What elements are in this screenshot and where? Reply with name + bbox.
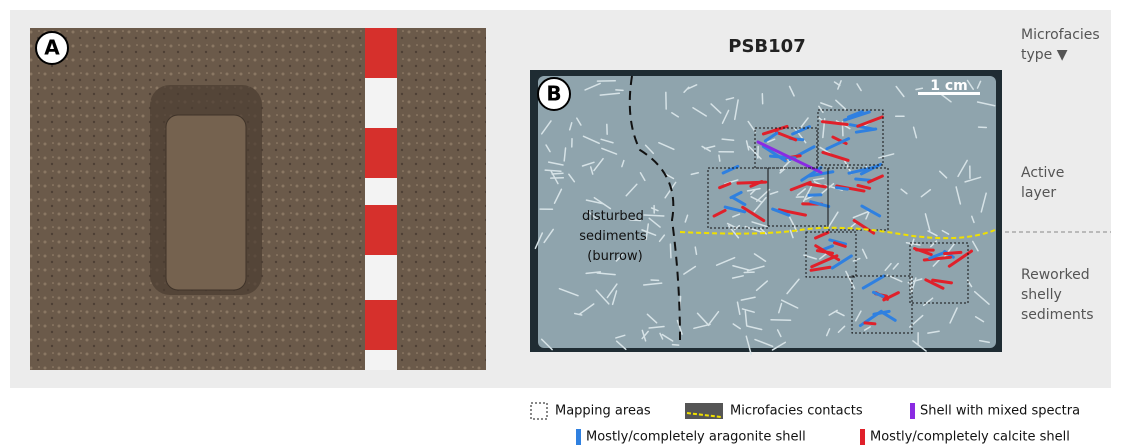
label-line: shelly: [1021, 287, 1062, 303]
label-line: (burrow): [587, 249, 642, 264]
shell-fragment: [719, 155, 720, 161]
legend-label: Microfacies contacts: [730, 404, 863, 419]
shell-fragment: [552, 173, 563, 174]
shell-trace: [856, 179, 871, 180]
ruler-red: [365, 205, 397, 255]
label-line: sediments: [1021, 307, 1094, 323]
page: A PSB107 1 cm disturbed sediments (burro…: [0, 0, 1121, 448]
label-line: Active: [1021, 165, 1064, 181]
panel-label: A: [44, 36, 60, 60]
shell-trace: [738, 182, 766, 183]
label-line: sediments: [579, 229, 647, 244]
ruler-red: [365, 300, 397, 350]
legend-label: Shell with mixed spectra: [920, 404, 1080, 419]
panel-label: B: [546, 82, 561, 106]
scale-label: 1 cm: [930, 78, 968, 94]
shell-fragment: [670, 244, 671, 258]
legend: Mapping areas Microfacies contacts Shell…: [531, 403, 1080, 445]
label-line: Reworked: [1021, 267, 1090, 283]
label-line: layer: [1021, 185, 1056, 201]
burrow-label: disturbed sediments (burrow): [579, 209, 651, 264]
legend-label: Mostly/completely calcite shell: [870, 430, 1070, 445]
legend-label: Mostly/completely aragonite shell: [586, 430, 806, 445]
legend-swatch: [860, 429, 865, 445]
ruler-red: [365, 28, 397, 78]
label-line: Microfacies: [1021, 27, 1100, 43]
sample-block: [166, 115, 246, 290]
shell-trace: [836, 188, 847, 189]
label-line: disturbed: [582, 209, 644, 224]
ruler-red: [365, 128, 397, 178]
label-line: type ▼: [1021, 47, 1068, 63]
panel-title: PSB107: [728, 36, 805, 57]
legend-swatch: [910, 403, 915, 419]
photo-a: A: [30, 28, 486, 370]
shell-trace: [945, 252, 961, 253]
shell-fragment: [545, 170, 561, 171]
legend-swatch: [576, 429, 581, 445]
legend-label: Mapping areas: [555, 404, 651, 419]
legend-swatch: [531, 403, 547, 419]
figure: A PSB107 1 cm disturbed sediments (burro…: [0, 0, 1121, 448]
shell-trace: [865, 323, 875, 324]
